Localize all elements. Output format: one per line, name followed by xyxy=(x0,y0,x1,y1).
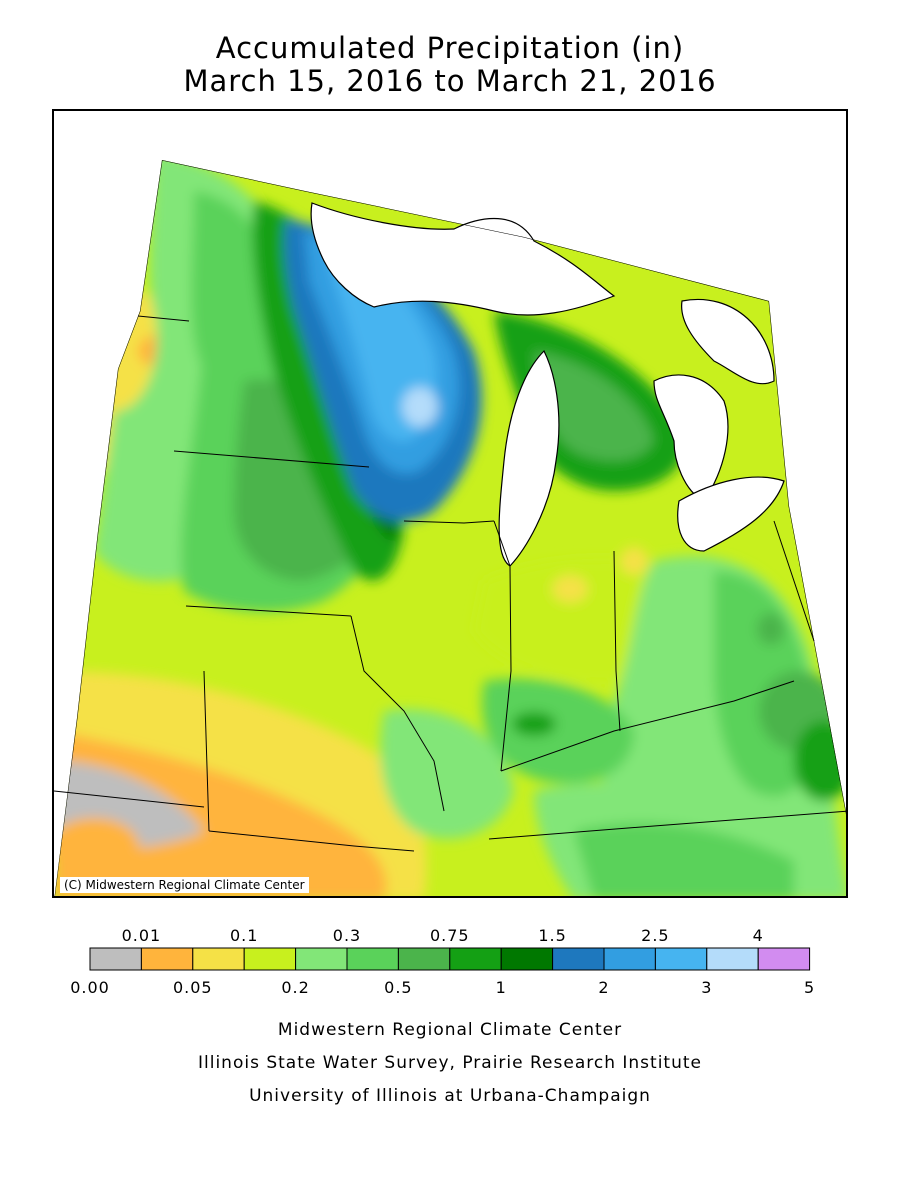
legend-bottom-label: 0.05 xyxy=(172,978,213,997)
legend-bottom-label: 2 xyxy=(598,978,610,997)
map-title: Accumulated Precipitation (in) xyxy=(215,31,685,65)
footer-line-3: University of Illinois at Urbana-Champai… xyxy=(249,1086,651,1106)
precipitation-map: (C) Midwestern Regional Climate Center xyxy=(52,109,848,898)
legend-bar xyxy=(89,947,811,971)
legend-bottom-label: 0.00 xyxy=(70,978,110,997)
legend-swatch xyxy=(654,947,708,971)
footer-line-2: Illinois State Water Survey, Prairie Res… xyxy=(198,1053,702,1073)
legend-swatch xyxy=(89,947,142,971)
legend-bottom-label: 3 xyxy=(701,978,713,997)
legend-swatch xyxy=(552,947,605,971)
legend-swatch xyxy=(346,947,399,971)
legend-swatch xyxy=(603,947,656,971)
legend-bottom-label: 0.5 xyxy=(384,978,413,997)
legend-swatch xyxy=(706,947,759,971)
state-boundaries xyxy=(54,315,846,852)
legend-swatch xyxy=(757,947,811,971)
legend-swatch xyxy=(140,947,194,971)
legend-swatch xyxy=(397,947,451,971)
map-credit: (C) Midwestern Regional Climate Center xyxy=(60,877,309,893)
color-legend: 0.01 0.1 0.3 0.75 1.5 2.5 4 0.00 0.05 0.2 0.5 1 2 3 5 xyxy=(0,920,900,1000)
legend-bottom-label: 5 xyxy=(804,978,816,997)
legend-top-label: 0.01 xyxy=(121,926,162,945)
legend-top-label: 2.5 xyxy=(641,926,670,945)
legend-bottom-label: 1 xyxy=(495,978,507,997)
legend-top-label: 0.1 xyxy=(229,926,259,945)
legend-swatch xyxy=(192,947,245,971)
footer-line-1: Midwestern Regional Climate Center xyxy=(277,1020,623,1040)
great-lakes xyxy=(310,202,785,567)
legend-swatch xyxy=(500,947,554,971)
legend-bottom-label: 0.2 xyxy=(281,978,310,997)
legend-swatch xyxy=(243,947,297,971)
legend-swatch xyxy=(295,947,348,971)
legend-top-label: 4 xyxy=(752,926,764,945)
map-date-range: March 15, 2016 to March 21, 2016 xyxy=(183,64,717,98)
legend-top-label: 0.75 xyxy=(429,926,470,945)
legend-top-label: 1.5 xyxy=(538,926,567,945)
legend-swatch xyxy=(449,947,502,971)
map-canvas xyxy=(54,160,846,896)
legend-top-label: 0.3 xyxy=(332,926,362,945)
